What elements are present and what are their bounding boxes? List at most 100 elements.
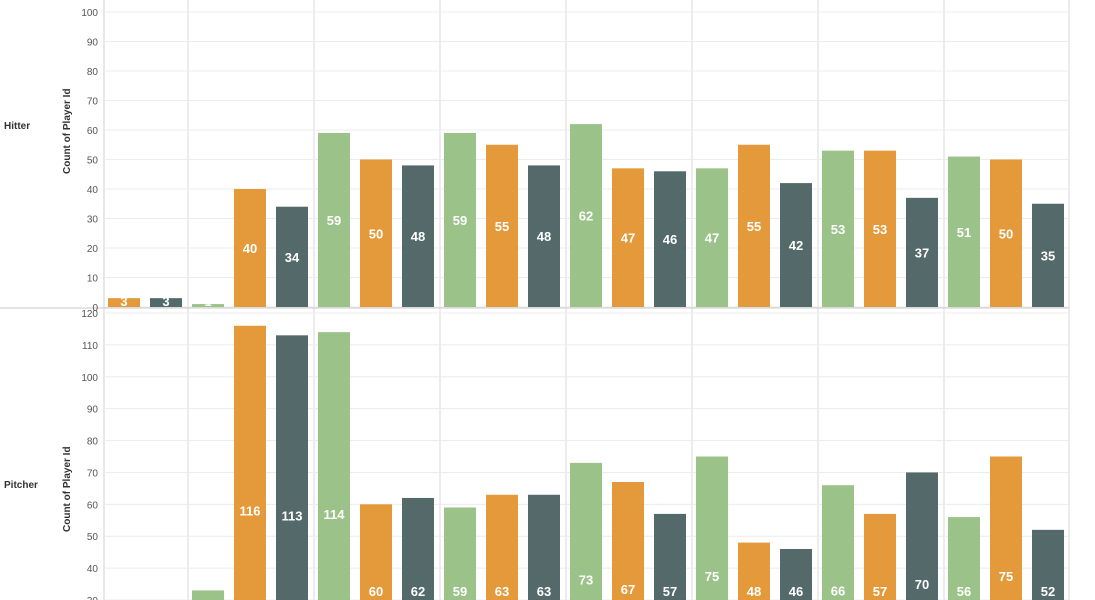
- data-label: 57: [663, 584, 677, 599]
- data-label: 53: [873, 222, 887, 237]
- y-tick-label: 80: [87, 67, 99, 78]
- y-tick-label: 20: [87, 244, 99, 255]
- bar: [276, 206, 308, 307]
- bar: [444, 507, 476, 600]
- data-label: 75: [705, 569, 719, 584]
- row-label-pitcher: Pitcher: [4, 480, 38, 491]
- bar: [612, 168, 644, 307]
- y-tick-label: 80: [87, 437, 99, 448]
- data-label: 35: [1041, 248, 1055, 263]
- y-tick-label: 0: [92, 303, 98, 314]
- bar: [234, 325, 266, 600]
- bar: [780, 183, 812, 307]
- y-tick-label: 110: [82, 341, 98, 352]
- bar: [1032, 203, 1064, 307]
- bar: [906, 472, 938, 600]
- bars-layer: [108, 124, 1064, 600]
- y-tick-label: 120: [81, 309, 98, 320]
- y-tick-label: 50: [87, 532, 99, 543]
- data-label: 1: [204, 294, 211, 309]
- data-label: 62: [579, 209, 593, 224]
- labels-layer: 0 10 20 30 40 50 60 70 80 90 100 3 3 1 40 34 59 50 48 59 55 4…: [81, 8, 1055, 600]
- row-label-hitter: Hitter: [4, 121, 31, 132]
- data-label: 114: [324, 507, 346, 522]
- data-label: 55: [747, 219, 761, 234]
- y-tick-label: 30: [87, 596, 99, 600]
- y-tick-label: 100: [81, 8, 98, 19]
- bar: [738, 144, 770, 307]
- data-label: 73: [579, 572, 593, 587]
- bar: [192, 304, 224, 307]
- y-tick-label: 50: [87, 156, 99, 167]
- bar: [948, 156, 980, 307]
- data-label: 51: [957, 225, 971, 240]
- bar: [486, 144, 518, 307]
- data-label: 47: [621, 231, 635, 246]
- data-label: 60: [369, 584, 383, 599]
- bar: [696, 168, 728, 307]
- bar: [822, 150, 854, 307]
- data-label: 63: [495, 584, 509, 599]
- data-label: 48: [747, 584, 761, 599]
- y-tick-label: 40: [87, 564, 99, 575]
- bar: [864, 513, 896, 600]
- bar: [360, 504, 392, 600]
- y-tick-label: 60: [87, 126, 99, 137]
- bar: [738, 542, 770, 600]
- bar: [864, 150, 896, 307]
- data-label: 3: [120, 294, 127, 309]
- bar: [444, 132, 476, 307]
- bar: [696, 456, 728, 600]
- data-label: 66: [831, 583, 845, 598]
- data-label: 46: [789, 584, 803, 599]
- data-label: 50: [999, 226, 1013, 241]
- data-label: 59: [453, 213, 467, 228]
- y-tick-label: 100: [81, 373, 98, 384]
- data-label: 34: [285, 250, 300, 265]
- bar: [360, 159, 392, 307]
- bar: [402, 497, 434, 600]
- data-label: 113: [282, 508, 303, 523]
- bar: [234, 189, 266, 307]
- data-label: 116: [240, 504, 261, 519]
- data-label: 46: [663, 232, 677, 247]
- bar: [192, 590, 224, 600]
- y-tick-label: 70: [87, 468, 99, 479]
- bar: [486, 494, 518, 600]
- data-label: 59: [327, 213, 341, 228]
- y-tick-label: 30: [87, 215, 99, 226]
- bar: [528, 165, 560, 307]
- bar: [780, 548, 812, 600]
- data-label: 67: [621, 582, 635, 597]
- data-label: 53: [831, 222, 845, 237]
- bar: [150, 298, 182, 307]
- data-label: 3: [162, 294, 169, 309]
- bar: [990, 159, 1022, 307]
- bar: [612, 482, 644, 600]
- bar: [570, 124, 602, 307]
- bar: [948, 517, 980, 600]
- data-label: 59: [453, 584, 467, 599]
- data-label: 40: [243, 241, 257, 256]
- data-label: 42: [789, 238, 803, 253]
- y-tick-label: 70: [87, 97, 99, 108]
- y-tick-label: 10: [87, 274, 99, 285]
- data-label: 62: [411, 584, 425, 599]
- data-label: 48: [537, 229, 551, 244]
- data-label: 48: [411, 229, 425, 244]
- data-label: 47: [705, 231, 719, 246]
- data-label: 52: [1041, 584, 1055, 599]
- y-tick-label: 40: [87, 185, 99, 196]
- y-tick-label: 90: [87, 405, 99, 416]
- bar: [822, 485, 854, 600]
- bar: [654, 171, 686, 307]
- y-tick-label: 90: [87, 38, 99, 49]
- bar: [318, 132, 350, 307]
- data-label: 50: [369, 226, 383, 241]
- bar: [402, 165, 434, 307]
- bar: [528, 494, 560, 600]
- bar: [654, 513, 686, 600]
- bar: [318, 332, 350, 600]
- bar: [108, 298, 140, 307]
